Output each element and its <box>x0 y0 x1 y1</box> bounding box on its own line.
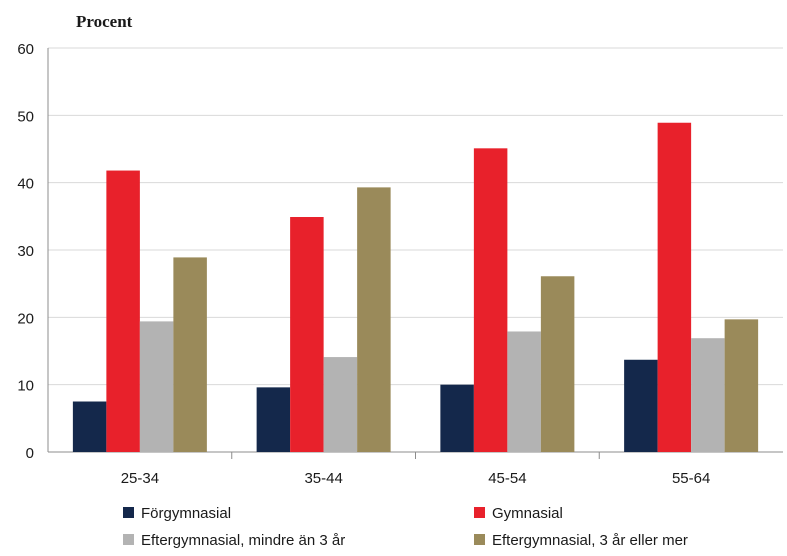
x-tick-label: 25-34 <box>121 470 159 487</box>
y-tick-label: 50 <box>17 108 34 125</box>
legend-label: Eftergymnasial, 3 år eller mer <box>492 532 688 549</box>
bar <box>290 217 324 452</box>
bar <box>357 187 391 452</box>
bar <box>540 276 575 452</box>
y-tick-label: 60 <box>17 41 34 58</box>
legend-swatch <box>123 534 134 545</box>
bar <box>691 338 725 452</box>
legend-label: Eftergymnasial, mindre än 3 år <box>141 532 345 549</box>
bar <box>72 401 107 452</box>
y-tick-label: 30 <box>17 243 34 260</box>
y-tick-label: 40 <box>17 176 34 193</box>
y-tick-label: 0 <box>26 445 34 462</box>
bar <box>173 257 207 452</box>
bar <box>106 170 140 452</box>
legend-swatch <box>474 534 485 545</box>
x-tick-label: 45-54 <box>488 470 526 487</box>
bar <box>724 319 759 452</box>
unit-label: Procent <box>76 12 133 31</box>
legend-swatch <box>474 507 485 518</box>
x-tick-label: 55-64 <box>672 470 710 487</box>
bar <box>256 387 291 452</box>
x-tick-label: 35-44 <box>304 470 342 487</box>
legend-label: Gymnasial <box>492 505 563 522</box>
legend-label: Förgymnasial <box>141 505 231 522</box>
legend-swatch <box>123 507 134 518</box>
bar <box>624 359 658 452</box>
bar <box>507 331 541 452</box>
bar <box>440 384 474 452</box>
y-tick-label: 10 <box>17 378 34 395</box>
bar <box>657 122 692 453</box>
bar <box>323 357 358 452</box>
bar <box>139 321 174 452</box>
bar <box>473 148 508 452</box>
y-tick-label: 20 <box>17 310 34 327</box>
